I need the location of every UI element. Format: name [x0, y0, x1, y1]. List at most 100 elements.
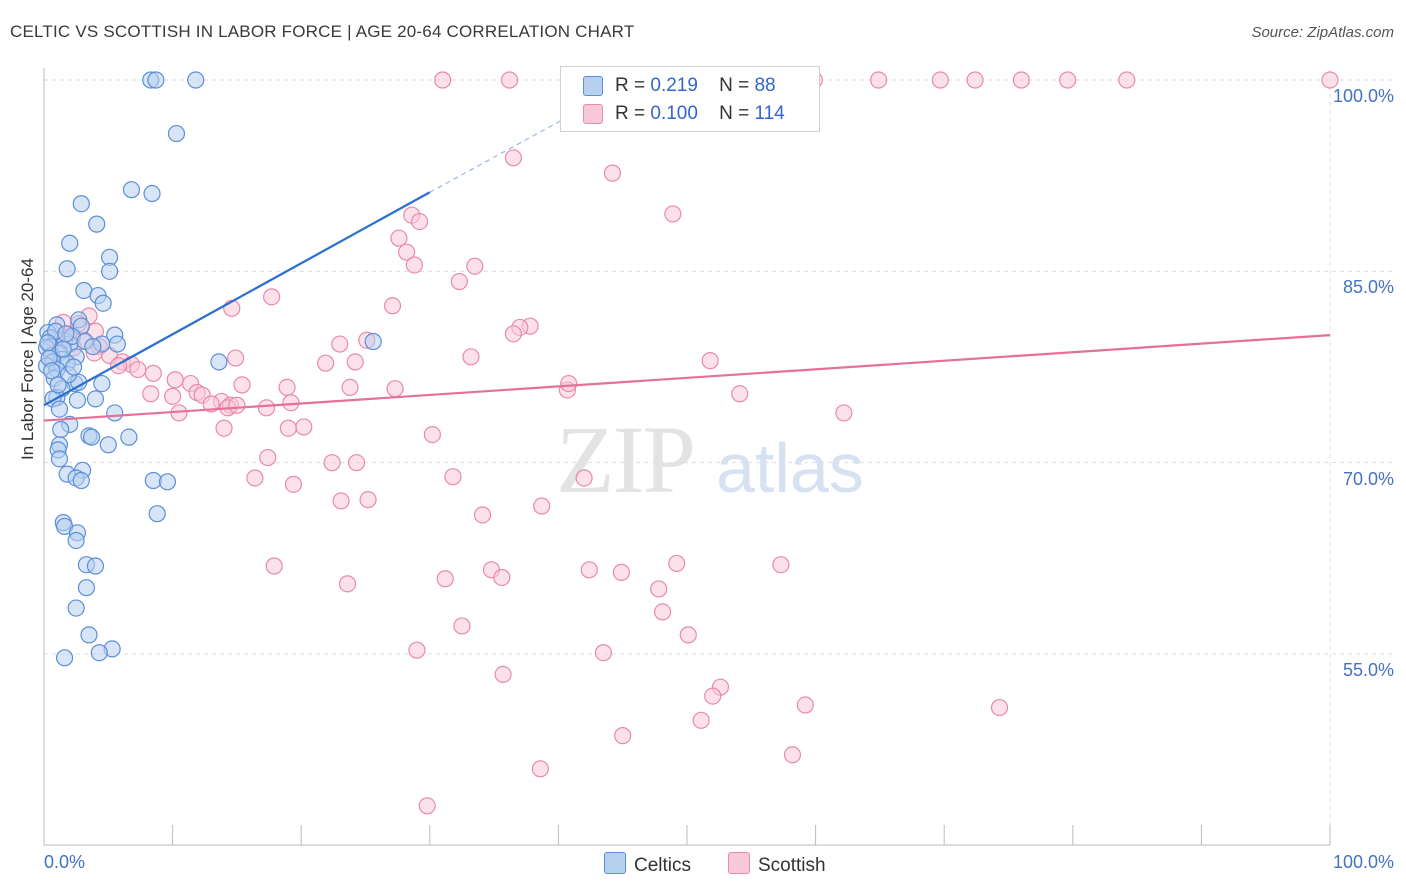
celtics-point: [364, 332, 382, 351]
scottish-point: [215, 419, 233, 437]
scottish-point: [701, 352, 719, 370]
scottish-point: [279, 419, 297, 437]
scottish-point: [164, 387, 182, 405]
scottish-point: [331, 335, 349, 353]
celtics-point: [77, 579, 96, 597]
scottish-point: [317, 354, 335, 372]
r-label: R =: [615, 103, 646, 124]
celtics-point: [52, 420, 70, 439]
celtics-point: [86, 390, 105, 408]
celtics-point: [72, 195, 90, 213]
watermark-atlas: atlas: [716, 429, 864, 507]
celtics-point: [50, 400, 69, 418]
scottish-point: [612, 563, 631, 581]
scottish-point: [704, 687, 722, 705]
celtics-point: [88, 215, 106, 233]
axes: [43, 68, 1331, 846]
scottish-point: [653, 603, 672, 621]
scottish-point: [434, 71, 452, 89]
scottish-point: [436, 570, 454, 588]
scottish-point: [166, 371, 184, 389]
scottish-point: [990, 698, 1009, 717]
celtics-point: [49, 376, 67, 394]
scottish-legend-label: Scottish: [758, 855, 826, 876]
scottish-n-value: 114: [754, 103, 785, 124]
scottish-point: [493, 568, 511, 587]
scottish-point: [332, 492, 350, 510]
scottish-point: [338, 575, 357, 593]
scottish-legend-swatch: [728, 852, 750, 874]
celtics-point: [94, 294, 112, 312]
scottish-point: [410, 212, 429, 231]
watermark-zip: ZIP: [556, 406, 694, 513]
scottish-point: [453, 617, 471, 635]
scottish-point: [580, 561, 598, 579]
scottish-point: [679, 626, 697, 644]
celtics-point: [187, 71, 205, 89]
scottish-point: [835, 404, 853, 422]
celtics-point: [80, 626, 98, 644]
scottish-point: [390, 229, 408, 247]
y-axis-label: In Labor Force | Age 20-64: [18, 258, 37, 460]
bottom-legend-scottish: Scottish: [728, 852, 826, 877]
scottish-point: [603, 164, 622, 182]
scottish-point: [263, 288, 281, 306]
scottish-point: [405, 256, 423, 274]
scottish-point: [504, 149, 522, 167]
scottish-point: [500, 71, 519, 89]
scottish-point: [129, 360, 147, 379]
scottish-point: [1059, 71, 1077, 89]
scottish-point: [386, 380, 404, 398]
scottish-point: [1321, 71, 1339, 89]
celtics-point: [67, 599, 85, 617]
celtics-point: [86, 557, 105, 575]
source-label: Source: ZipAtlas.com: [1251, 24, 1394, 41]
scottish-point: [228, 396, 246, 414]
scottish-point: [284, 475, 303, 493]
scottish-point: [278, 378, 296, 397]
scottish-point: [202, 395, 220, 413]
scottish-point: [783, 746, 802, 764]
scottish-point: [347, 454, 366, 472]
scottish-r-value: 0.100: [650, 103, 698, 124]
celtics-point: [61, 234, 79, 252]
scottish-point: [594, 644, 613, 662]
celtics-trend-line: [43, 191, 431, 407]
scottish-point: [494, 665, 512, 684]
scottish-point: [142, 385, 160, 403]
scottish-point: [1118, 71, 1136, 89]
n-label: N =: [719, 103, 750, 124]
scottish-point: [504, 325, 522, 343]
scottish-point: [664, 205, 682, 223]
scottish-trend-line: [43, 334, 1331, 422]
scottish-point: [466, 257, 484, 275]
celtics-point: [64, 358, 83, 376]
trend-lines: [43, 107, 1331, 422]
celtics-r-value: 0.219: [650, 75, 698, 96]
data-points: [37, 71, 1339, 815]
stats-legend: R = 0.219 N = 88 R = 0.100 N = 114: [560, 66, 820, 132]
celtics-point: [67, 531, 85, 550]
scottish-point: [418, 797, 436, 815]
celtics-point: [82, 428, 101, 446]
scottish-point: [246, 469, 264, 487]
scottish-point: [341, 378, 359, 397]
scottish-point: [966, 71, 984, 89]
celtics-point: [50, 450, 69, 468]
scottish-point: [1012, 71, 1030, 89]
scottish-point: [668, 554, 686, 573]
scottish-point: [772, 556, 790, 574]
n-label: N =: [719, 75, 750, 96]
scottish-point: [560, 374, 578, 393]
celtics-point: [57, 325, 75, 343]
watermark: ZIP atlas: [556, 406, 864, 513]
scottish-point: [423, 426, 441, 444]
scottish-point: [295, 418, 313, 436]
scottish-point: [473, 506, 492, 524]
x-tick-label: 100.0%: [1332, 852, 1394, 872]
scottish-swatch: [583, 104, 603, 124]
y-tick-label: 70.0%: [1342, 468, 1394, 489]
celtics-point: [158, 473, 177, 491]
celtics-point: [84, 337, 102, 356]
